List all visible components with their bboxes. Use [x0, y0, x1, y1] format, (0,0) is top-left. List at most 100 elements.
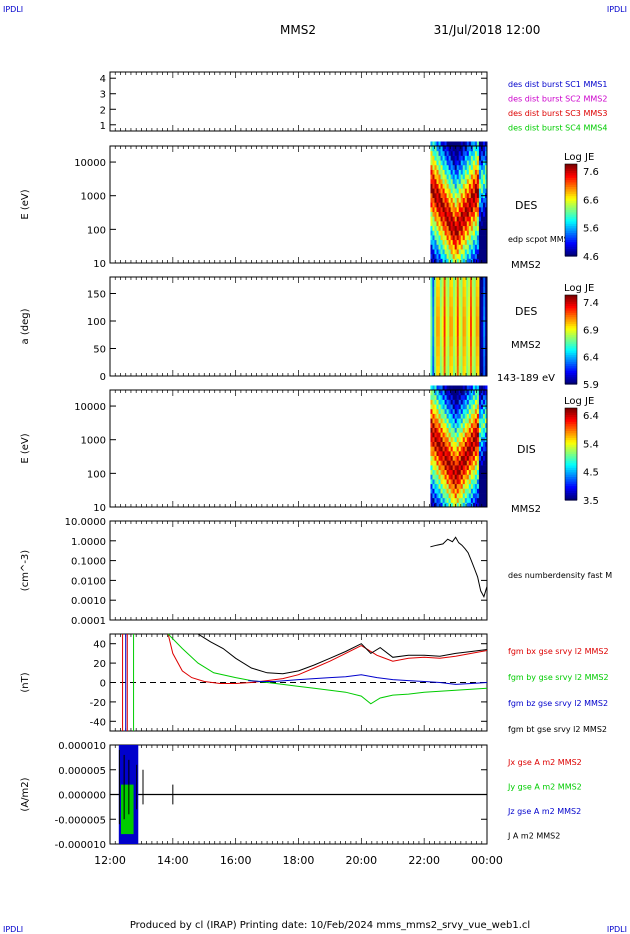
heatmap-cell [436, 399, 440, 405]
heatmap-cell [460, 399, 464, 405]
heatmap-cell [466, 451, 470, 457]
heatmap-cell [438, 211, 442, 217]
colorbar-cell [565, 182, 577, 186]
heatmap-cell [456, 277, 460, 288]
heatmap-cell [472, 418, 476, 424]
heatmap-cell [450, 141, 454, 147]
heatmap-cell [434, 258, 438, 264]
heatmap-cell [481, 346, 484, 357]
heatmap-cell [482, 408, 486, 414]
heatmap-cell [452, 258, 456, 264]
heatmap-cell [434, 286, 437, 298]
heatmap-cell [434, 446, 438, 452]
heatmap-cell [468, 141, 472, 147]
heatmap-cell [466, 497, 470, 503]
y-tick-label: 40 [93, 640, 106, 651]
heatmap-cell [437, 286, 441, 298]
heatmap-cell [470, 221, 474, 227]
heatmap-cell [434, 422, 438, 428]
heatmap-cell [476, 211, 480, 217]
heatmap-cell [432, 479, 435, 485]
heatmap-cell [458, 296, 462, 308]
heatmap-cell [454, 326, 458, 337]
heatmap-cell [472, 258, 476, 264]
heatmap-cell [464, 436, 468, 442]
heatmap-cell [466, 225, 470, 231]
heatmap-cell [436, 160, 440, 166]
heatmap-cell [456, 164, 460, 170]
heatmap-cell [466, 160, 470, 166]
heatmap-cell [484, 146, 488, 152]
heatmap-cell [440, 150, 444, 156]
heatmap-cell [446, 253, 450, 259]
heatmap-cell [446, 479, 450, 485]
heatmap-cell [440, 451, 444, 457]
heatmap-cell [444, 221, 448, 227]
heatmap-cell [470, 249, 474, 255]
heatmap-cell [472, 155, 476, 161]
heatmap-cell [434, 221, 438, 227]
y-tick-label: 0.000010 [58, 741, 106, 752]
heatmap-cell [472, 197, 476, 203]
heatmap-cell [462, 427, 466, 433]
heatmap-cell [474, 451, 478, 457]
heatmap-cell [430, 326, 433, 337]
heatmap-cell [470, 469, 474, 475]
heatmap-cell [451, 346, 454, 357]
heatmap-cell [438, 422, 442, 428]
heatmap-cell [442, 244, 446, 250]
colorbar-cell [565, 442, 577, 446]
heatmap-cell [466, 211, 470, 217]
heatmap-cell [446, 413, 450, 419]
heatmap-cell [446, 221, 450, 227]
heatmap-cell [438, 230, 442, 236]
heatmap-cell [436, 249, 440, 255]
heatmap-cell [466, 306, 469, 318]
heatmap-cell [468, 164, 472, 170]
heatmap-cell [452, 207, 456, 213]
heatmap-cell [434, 455, 438, 461]
heatmap-cell [444, 493, 448, 499]
heatmap-cell [476, 174, 480, 180]
heatmap-cell [460, 216, 464, 222]
heatmap-cell [434, 497, 438, 503]
heatmap-cell [442, 164, 446, 170]
heatmap-cell [454, 418, 458, 424]
heatmap-cell [456, 239, 460, 245]
heatmap-cell [470, 422, 474, 428]
heatmap-cell [456, 150, 460, 156]
heatmap-cell [466, 253, 470, 259]
heatmap-cell [470, 394, 474, 400]
heatmap-cell [474, 394, 478, 400]
heatmap-cell [430, 404, 433, 410]
heatmap-cell [448, 253, 452, 259]
heatmap-cell [438, 455, 442, 461]
heatmap-cell [477, 306, 480, 318]
heatmap-cell [480, 174, 484, 180]
heatmap-cell [446, 399, 450, 405]
heatmap-cell [466, 244, 470, 250]
heatmap-cell [454, 413, 458, 419]
heatmap-cell [434, 346, 437, 357]
heatmap-cell [436, 497, 440, 503]
heatmap-cell [484, 211, 488, 217]
spacecraft-title: MMS2 [280, 23, 316, 37]
heatmap-cell [448, 216, 452, 222]
heatmap-cell [480, 230, 484, 236]
heatmap-cell [448, 174, 452, 180]
heatmap-cell [464, 483, 468, 489]
heatmap-cell [484, 390, 488, 396]
heatmap-cell [476, 230, 480, 236]
heatmap-cell [478, 197, 482, 203]
heatmap-cell [474, 146, 478, 152]
heatmap-cell [430, 474, 433, 480]
heatmap-cell [434, 253, 438, 259]
heatmap-cell [430, 346, 433, 357]
heatmap-cell [439, 366, 443, 377]
heatmap-cell [434, 216, 438, 222]
heatmap-cell [462, 258, 466, 264]
y-tick-label: 50 [93, 345, 106, 356]
heatmap-cell [458, 493, 462, 499]
heatmap-cell [473, 346, 477, 357]
